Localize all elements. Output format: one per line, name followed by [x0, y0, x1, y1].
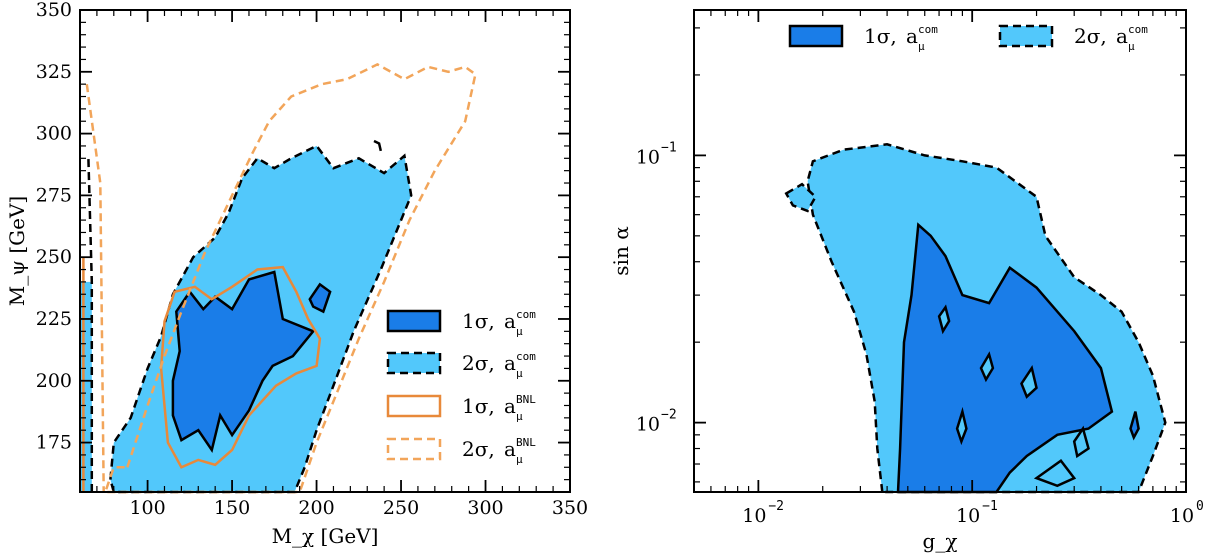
legend-symbol: a: [504, 437, 516, 461]
x-tick-label: 300: [467, 497, 503, 519]
legend-subscript: μ: [516, 367, 523, 380]
x-tick-label: 10: [1170, 505, 1194, 527]
x-tick-exponent: −2: [768, 499, 784, 514]
series-1sigma-com-region: [171, 270, 316, 454]
legend-swatch: [998, 24, 1054, 48]
left-plot: 100 150 200 250 300 350 175 200 225 250 275 300 325 3…: [5, 0, 588, 548]
right-plot-frame: [693, 9, 1187, 493]
legend-subscript: μ: [516, 453, 523, 466]
legend-symbol: a: [1116, 24, 1128, 48]
left-plot-frame: [79, 9, 571, 493]
x-tick-exponent: −1: [982, 499, 998, 514]
legend-swatch: [386, 437, 442, 461]
legend-symbol: a: [504, 394, 516, 418]
series-1sigma-com-hole: [955, 406, 968, 446]
y-tick-label: 325: [36, 61, 72, 83]
series-2sigma-bnl-edge: [85, 84, 105, 493]
series-1sigma-com-island: [308, 282, 332, 314]
legend-subscript: μ: [1128, 40, 1135, 53]
legend-label: 1σ,: [864, 24, 897, 48]
legend-superscript: com: [918, 23, 938, 36]
series-2sigma-com-edge-line: [87, 158, 94, 492]
y-tick-exponent: −1: [661, 140, 677, 155]
y-tick-label: 10: [636, 146, 660, 168]
legend-superscript: com: [1128, 23, 1148, 36]
legend-superscript: com: [516, 350, 536, 363]
legend-label: 2σ,: [462, 437, 495, 461]
legend-label: 1σ,: [462, 394, 495, 418]
series-2sigma-bnl-line: [103, 62, 477, 494]
legend-subscript: μ: [516, 410, 523, 423]
legend-superscript: BNL: [516, 393, 536, 406]
series-2sigma-com-speck: [373, 139, 383, 152]
y-tick-label: 225: [36, 308, 72, 330]
x-tick-label: 150: [214, 497, 250, 519]
series-1sigma-com-hole: [1033, 458, 1077, 488]
y-tick-exponent: −2: [661, 408, 677, 423]
legend-label: 1σ,: [462, 309, 495, 333]
legend-subscript: μ: [516, 325, 523, 338]
series-1sigma-bnl-line: [159, 265, 322, 469]
legend-swatch: [386, 309, 442, 333]
x-axis-label: M_χ [GeV]: [272, 524, 379, 548]
series-2sigma-com-island: [784, 182, 818, 213]
legend-label: 2σ,: [462, 351, 495, 375]
y-tick-label: 175: [36, 432, 72, 454]
series-1sigma-com-hole: [937, 304, 951, 335]
series-1sigma-com-hole: [979, 351, 995, 383]
legend-symbol: a: [504, 309, 516, 333]
legend-swatch: [788, 24, 844, 48]
legend-swatch: [386, 394, 442, 418]
legend-label: 2σ,: [1074, 24, 1107, 48]
series-1sigma-com-region: [896, 222, 1114, 494]
legend-symbol: a: [504, 351, 516, 375]
legend-symbol: a: [906, 24, 918, 48]
y-tick-label: 275: [36, 184, 72, 206]
y-axis-label: M_ψ [GeV]: [5, 196, 29, 306]
y-tick-label: 350: [36, 0, 72, 21]
legend-subscript: μ: [918, 40, 925, 53]
x-tick-exponent: 0: [1196, 499, 1204, 514]
series-1sigma-com-hole: [1072, 425, 1090, 459]
y-tick-label: 10: [636, 414, 660, 436]
x-tick-label: 200: [298, 497, 334, 519]
x-tick-label: 350: [552, 497, 588, 519]
series-1sigma-com-island: [1129, 411, 1140, 441]
y-tick-label: 200: [36, 370, 72, 392]
legend-superscript: BNL: [516, 436, 536, 449]
series-2sigma-com-edge-band: [80, 281, 92, 492]
y-tick-label: 250: [36, 246, 72, 268]
y-tick-label: 300: [36, 123, 72, 145]
x-tick-label: 10: [742, 505, 766, 527]
y-axis-label: sin α: [609, 226, 633, 275]
x-tick-label: 10: [956, 505, 980, 527]
legend-swatch: [386, 351, 442, 375]
x-tick-label: 250: [383, 497, 419, 519]
series-1sigma-com-hole: [1020, 365, 1038, 399]
x-tick-label: 100: [129, 497, 165, 519]
x-axis-label: g_χ: [923, 529, 958, 553]
legend-superscript: com: [516, 308, 536, 321]
